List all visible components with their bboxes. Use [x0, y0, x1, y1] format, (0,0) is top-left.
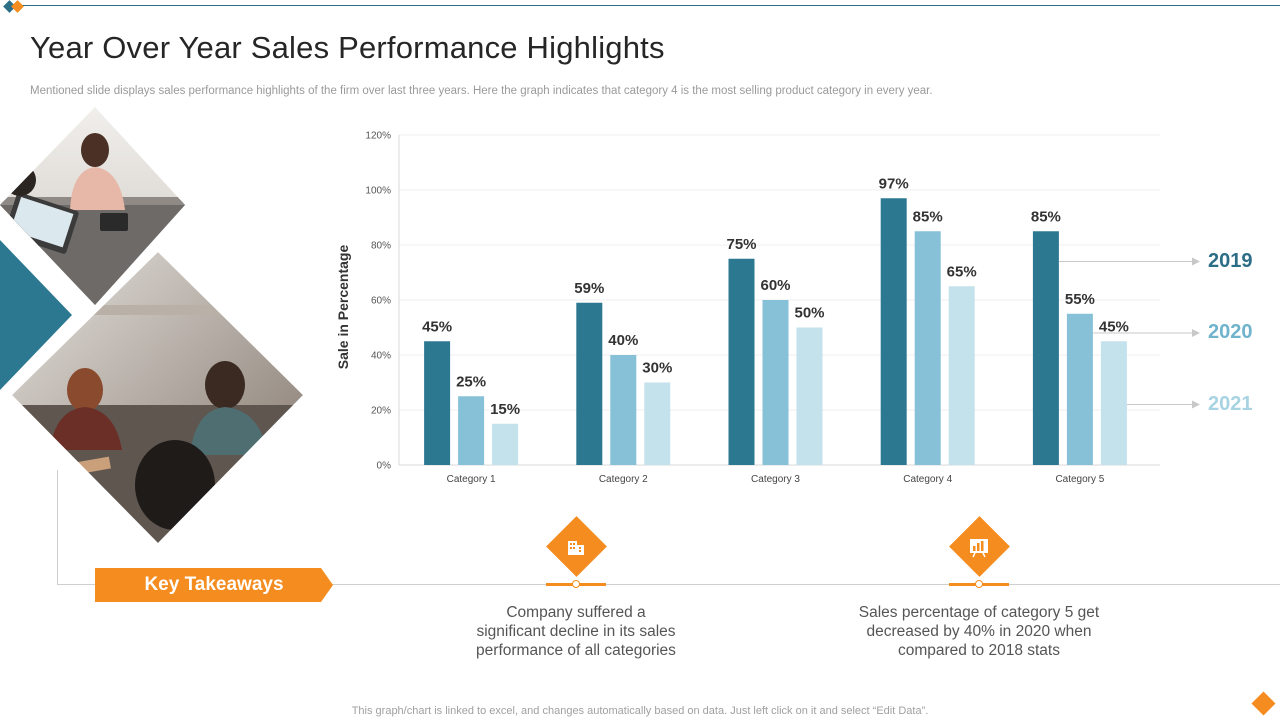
takeaway-1-dot	[572, 580, 580, 588]
y-axis-ticks: 0% 20% 40% 60% 80% 100% 120%	[365, 131, 391, 472]
y-axis-label: Sale in Percentage	[335, 245, 351, 370]
legend-arrow-head	[1192, 400, 1200, 409]
x-tick-label: Category 4	[903, 474, 952, 485]
takeaway-1-line-1: Company suffered a	[506, 604, 646, 621]
takeaways-connector-horizontal	[57, 584, 1280, 585]
bar-2021-4	[948, 286, 975, 465]
y-tick-label: 0%	[377, 461, 392, 472]
legend-arrow-head	[1192, 329, 1200, 337]
takeaway-2-line-2: decreased by 40% in 2020 when	[866, 623, 1092, 640]
bar-2021-3	[796, 327, 823, 465]
data-label: 55%	[1065, 291, 1095, 308]
x-tick-label: Category 5	[1055, 474, 1104, 485]
bar-2021-2	[644, 382, 671, 465]
bar-2019-2	[576, 302, 603, 465]
slide-title: Year Over Year Sales Performance Highlig…	[30, 30, 665, 65]
legend-label-2019: 2019	[1208, 249, 1253, 272]
key-takeaways-banner	[95, 568, 333, 602]
data-label: 60%	[760, 277, 790, 294]
y-tick-label: 80%	[371, 241, 391, 252]
footer-note: This graph/chart is linked to excel, and…	[351, 705, 929, 717]
data-label: 59%	[574, 280, 604, 297]
y-tick-label: 100%	[365, 186, 391, 197]
legend-label-2020: 2020	[1208, 321, 1253, 343]
data-label: 15%	[490, 401, 520, 418]
data-label: 97%	[879, 175, 909, 192]
takeaway-2-dot	[975, 580, 983, 588]
bar-2020-2	[610, 355, 637, 465]
header-diamond-orange	[11, 0, 24, 13]
slide-subtitle: Mentioned slide displays sales performan…	[30, 85, 933, 97]
takeaway-1-text: Company suffered a significant decline i…	[446, 603, 706, 660]
building-icon	[568, 541, 584, 555]
key-takeaways-heading: Key Takeaways	[144, 574, 284, 595]
y-tick-label: 60%	[371, 296, 391, 307]
photo-collage	[0, 107, 308, 548]
bar-2021-1	[492, 423, 519, 465]
x-axis-labels: Category 1 Category 2 Category 3 Category 4…	[447, 474, 1105, 485]
legend-arrows	[1058, 257, 1200, 409]
bar-2020-4	[914, 231, 941, 465]
y-tick-label: 120%	[365, 131, 391, 142]
legend-arrow-head	[1192, 257, 1200, 266]
bar-2021-5	[1100, 341, 1127, 465]
header-rule	[20, 5, 1280, 6]
data-label: 75%	[726, 236, 756, 253]
data-label: 65%	[947, 263, 977, 280]
data-label: 25%	[456, 373, 486, 390]
data-label: 30%	[642, 360, 672, 377]
bar-2019-3	[728, 258, 755, 465]
sales-bar-chart: 0% 20% 40% 60% 80% 100% 120% Sale in Percentag…	[335, 131, 1200, 485]
data-label: 85%	[1031, 208, 1061, 225]
chart-bars: 45%25%15%59%40%30%75%60%50%97%85%65%85%5…	[422, 175, 1129, 465]
y-tick-label: 40%	[371, 351, 391, 362]
takeaway-1-line-2: significant decline in its sales	[476, 623, 676, 640]
data-label: 45%	[422, 318, 452, 335]
data-label: 85%	[913, 208, 943, 225]
x-tick-label: Category 1	[447, 474, 496, 485]
bar-2020-3	[762, 300, 789, 465]
bar-2019-5	[1032, 231, 1059, 465]
bar-2020-5	[1066, 313, 1093, 465]
data-label: 45%	[1099, 318, 1129, 335]
y-tick-label: 20%	[371, 406, 391, 417]
bar-2019-4	[880, 198, 907, 465]
x-tick-label: Category 3	[751, 474, 800, 485]
data-label: 40%	[608, 332, 638, 349]
chart-board-icon	[970, 539, 988, 558]
data-label: 50%	[794, 305, 824, 322]
legend-label-2021: 2021	[1208, 392, 1253, 415]
teal-accent-shape	[0, 240, 72, 390]
takeaway-2-text: Sales percentage of category 5 get decre…	[829, 603, 1129, 660]
takeaway-1-line-3: performance of all categories	[476, 642, 676, 659]
bar-2020-1	[458, 396, 485, 465]
bar-2019-1	[424, 341, 451, 465]
takeaways-connector-vertical	[57, 470, 58, 584]
takeaway-2-line-3: compared to 2018 stats	[898, 642, 1060, 659]
takeaway-2-line-1: Sales percentage of category 5 get	[858, 604, 1100, 621]
x-tick-label: Category 2	[599, 474, 648, 485]
